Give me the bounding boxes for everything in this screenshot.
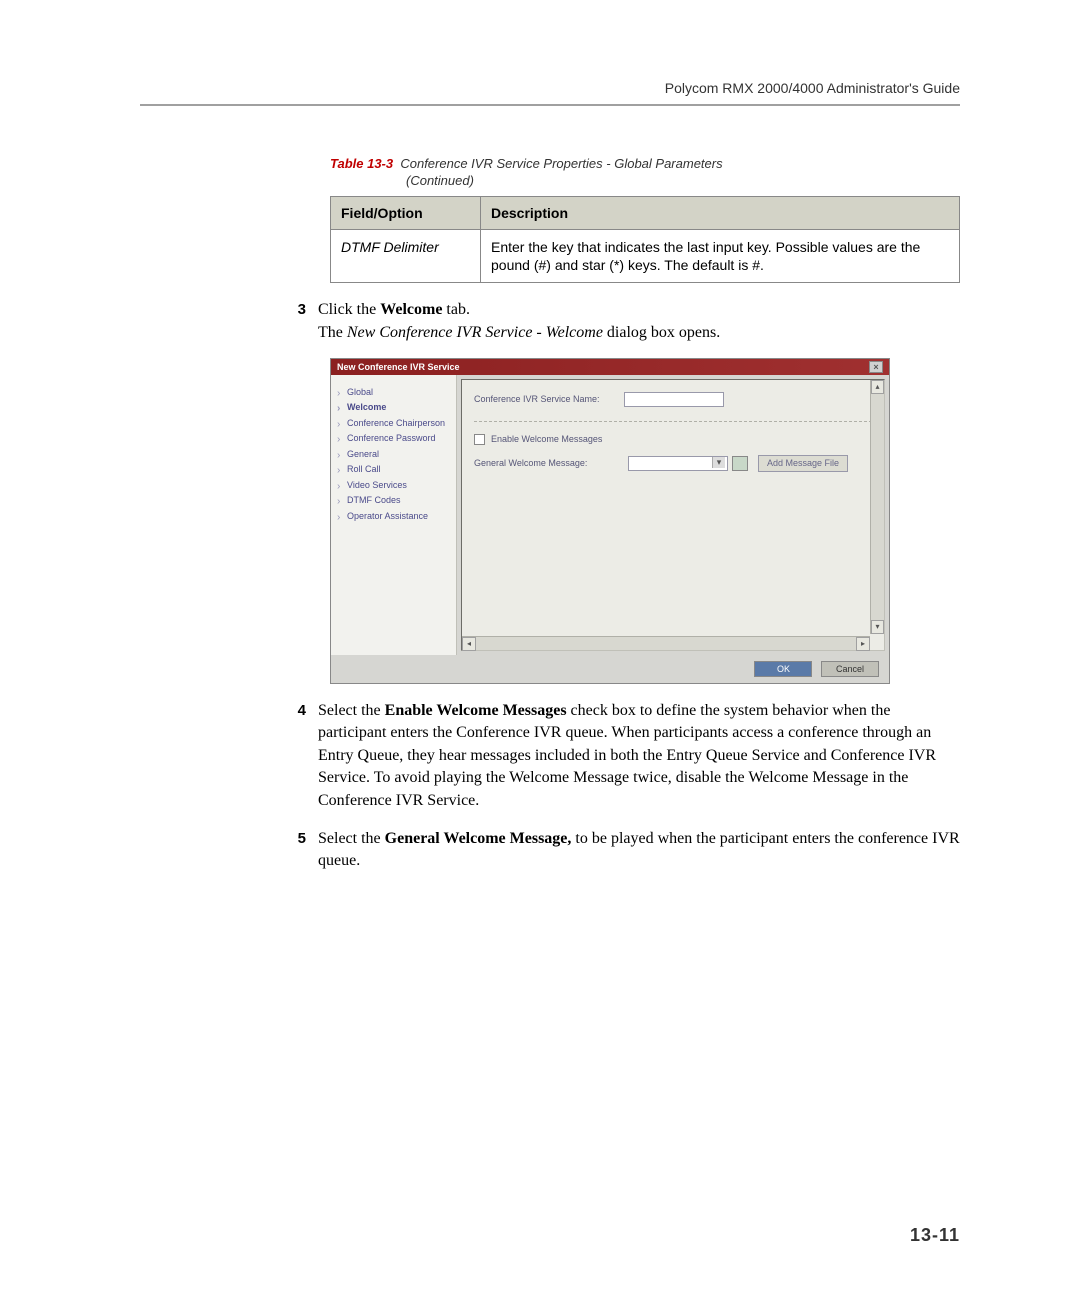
divider: [474, 421, 872, 422]
general-welcome-label: General Welcome Message:: [474, 458, 624, 468]
table-continued: (Continued): [406, 173, 960, 190]
text: Select the: [318, 830, 385, 847]
sidebar-item-general[interactable]: General: [337, 447, 450, 463]
ok-button[interactable]: OK: [754, 661, 812, 677]
add-message-file-button[interactable]: Add Message File: [758, 455, 848, 472]
service-name-row: Conference IVR Service Name:: [474, 392, 872, 407]
text: dialog box opens.: [603, 324, 720, 341]
text: Select the: [318, 702, 385, 719]
sidebar-item-roll-call[interactable]: Roll Call: [337, 462, 450, 478]
col-field-option: Field/Option: [331, 196, 481, 229]
dialog-screenshot: New Conference IVR Service × Global Welc…: [330, 358, 890, 684]
table-label: Table 13-3: [330, 156, 393, 171]
general-welcome-row: General Welcome Message: Add Message Fil…: [474, 455, 872, 472]
step-4: 4 Select the Enable Welcome Messages che…: [330, 700, 960, 812]
scroll-right-icon[interactable]: ▸: [856, 637, 870, 651]
general-welcome-select[interactable]: [628, 456, 728, 471]
service-name-input[interactable]: [624, 392, 724, 407]
page-number: 13-11: [910, 1225, 960, 1246]
bold-text: General Welcome Message,: [385, 830, 572, 847]
sidebar-item-video-services[interactable]: Video Services: [337, 478, 450, 494]
sidebar-item-conference-password[interactable]: Conference Password: [337, 431, 450, 447]
table-caption: Table 13-3 Conference IVR Service Proper…: [330, 156, 960, 190]
sidebar-item-welcome[interactable]: Welcome: [337, 400, 450, 416]
text: The: [318, 324, 347, 341]
dialog-titlebar: New Conference IVR Service ×: [331, 359, 889, 375]
step-text: Select the General Welcome Message, to b…: [318, 828, 960, 873]
scroll-down-icon[interactable]: ▾: [871, 620, 884, 634]
step-3: 3 Click the Welcome tab. The New Confere…: [330, 299, 960, 344]
dialog-sidebar: Global Welcome Conference Chairperson Co…: [331, 375, 457, 655]
bold-text: Welcome: [380, 301, 442, 318]
step-number: 5: [290, 828, 318, 873]
italic-text: New Conference IVR Service - Welcome: [347, 324, 603, 341]
dialog-title: New Conference IVR Service: [337, 362, 460, 372]
enable-welcome-row: Enable Welcome Messages: [474, 434, 872, 445]
step-number: 3: [290, 299, 318, 344]
header-guide-title: Polycom RMX 2000/4000 Administrator's Gu…: [140, 80, 960, 96]
header-rule: [140, 104, 960, 106]
dialog-body: Global Welcome Conference Chairperson Co…: [331, 375, 889, 655]
properties-table: Field/Option Description DTMF Delimiter …: [330, 196, 960, 283]
cell-description: Enter the key that indicates the last in…: [481, 229, 960, 282]
text: Click the: [318, 301, 380, 318]
step-5: 5 Select the General Welcome Message, to…: [330, 828, 960, 873]
sidebar-item-dtmf-codes[interactable]: DTMF Codes: [337, 493, 450, 509]
table-title: Conference IVR Service Properties - Glob…: [400, 156, 722, 171]
dialog-main-panel: Conference IVR Service Name: Enable Welc…: [461, 379, 885, 651]
sidebar-item-conference-chairperson[interactable]: Conference Chairperson: [337, 416, 450, 432]
cell-field: DTMF Delimiter: [331, 229, 481, 282]
step-text: Click the Welcome tab. The New Conferenc…: [318, 299, 960, 344]
sidebar-item-operator-assistance[interactable]: Operator Assistance: [337, 509, 450, 525]
step-text: Select the Enable Welcome Messages check…: [318, 700, 960, 812]
play-icon[interactable]: [732, 456, 748, 471]
dialog-footer: OK Cancel: [331, 655, 889, 683]
horizontal-scrollbar[interactable]: ◂ ▸: [462, 636, 870, 650]
cancel-button[interactable]: Cancel: [821, 661, 879, 677]
scroll-left-icon[interactable]: ◂: [462, 637, 476, 651]
enable-welcome-checkbox[interactable]: [474, 434, 485, 445]
sidebar-item-global[interactable]: Global: [337, 385, 450, 401]
text: tab.: [442, 301, 470, 318]
scroll-up-icon[interactable]: ▴: [871, 380, 884, 394]
bold-text: Enable Welcome Messages: [385, 702, 567, 719]
vertical-scrollbar[interactable]: ▴ ▾: [870, 380, 884, 634]
service-name-label: Conference IVR Service Name:: [474, 394, 624, 404]
col-description: Description: [481, 196, 960, 229]
enable-welcome-label: Enable Welcome Messages: [491, 434, 602, 444]
table-row: DTMF Delimiter Enter the key that indica…: [331, 229, 960, 282]
close-icon[interactable]: ×: [869, 361, 883, 373]
step-number: 4: [290, 700, 318, 812]
